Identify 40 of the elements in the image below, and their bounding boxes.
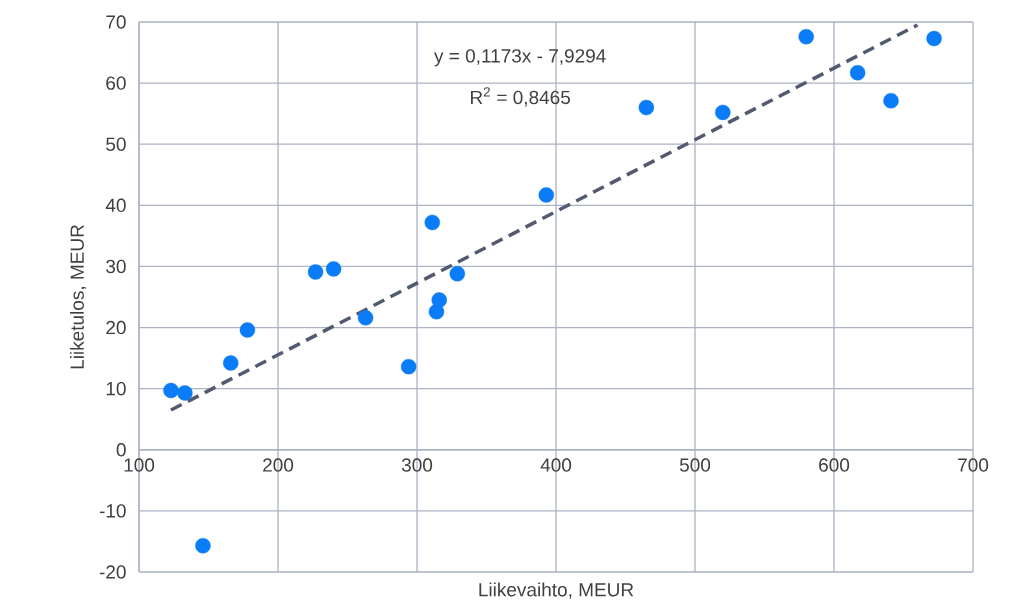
point (883, 93, 899, 109)
x-axis-title: Liikevaihto, MEUR (479, 582, 634, 599)
point (223, 355, 239, 371)
y-tick-label: 60 (106, 76, 126, 90)
point (163, 382, 179, 399)
x-tick-label: 100 (124, 458, 155, 472)
point (926, 30, 942, 47)
x-tick-label: 400 (540, 458, 572, 472)
y-tick-label: -20 (99, 565, 126, 579)
point (400, 358, 417, 375)
x-tick-label: 600 (819, 458, 850, 472)
x-tick-label: 300 (401, 458, 433, 472)
y-tick-label: -10 (99, 504, 126, 518)
y-tick-label: 30 (106, 259, 126, 274)
point (798, 28, 814, 45)
x-tick-label: 200 (263, 458, 294, 472)
point (357, 310, 374, 326)
point (638, 99, 655, 116)
point (715, 104, 731, 121)
point (424, 214, 440, 231)
point (449, 266, 466, 282)
x-tick-label: 500 (679, 458, 711, 472)
y-tick-label: 50 (106, 137, 126, 151)
point (195, 538, 211, 554)
point (239, 322, 256, 338)
annotation: R$^{2}$ = 0,8465 (471, 87, 571, 107)
y-tick-label: 20 (106, 320, 126, 335)
point (849, 65, 866, 81)
y-axis-title: Liiketulos, MEUR (69, 225, 87, 369)
point (431, 292, 447, 308)
point (538, 187, 554, 203)
x-tick-label: 700 (958, 458, 989, 472)
annotation: y = 0,1173x - 7,9294 (434, 49, 606, 67)
y-tick-label: 0 (116, 443, 126, 457)
point (177, 385, 193, 401)
point (325, 261, 342, 277)
y-tick-label: 40 (105, 198, 126, 213)
point (307, 264, 324, 280)
y-tick-label: 10 (106, 381, 126, 396)
y-tick-label: 70 (106, 15, 126, 29)
